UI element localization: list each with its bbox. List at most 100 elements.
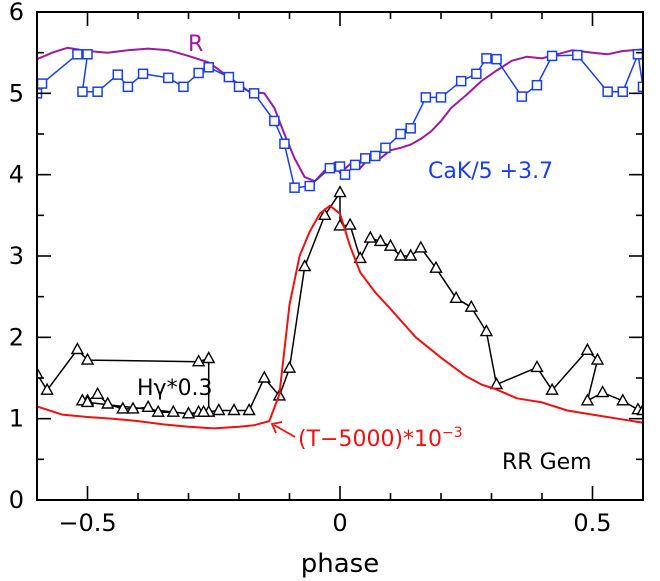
data-point-square <box>455 75 467 87</box>
annotation-r: R <box>188 32 203 57</box>
data-point-square <box>471 68 482 80</box>
data-point-triangle <box>70 342 85 355</box>
data-point-triangle <box>616 393 630 406</box>
data-point-triangle <box>333 185 347 198</box>
series-t <box>37 204 643 430</box>
data-point-square <box>339 169 351 180</box>
data-point-triangle <box>116 401 130 414</box>
data-point-square <box>405 123 416 134</box>
data-point-triangle <box>595 385 610 398</box>
data-point-triangle <box>196 404 211 417</box>
data-point-square <box>380 142 391 154</box>
data-point-triangle <box>37 366 44 379</box>
data-point-square <box>82 49 93 60</box>
data-point-triangle <box>393 248 408 261</box>
data-point-square <box>304 180 315 192</box>
data-point-triangle <box>636 403 643 416</box>
data-point-square <box>223 71 235 83</box>
annotation-temperature: (T−5000)*10−3 <box>298 425 463 452</box>
y-tick-label: 6 <box>9 0 24 26</box>
series-line-t <box>37 204 643 430</box>
x-tick-label: 0 <box>332 509 347 537</box>
data-point-square <box>112 69 124 80</box>
data-point-square <box>203 62 214 73</box>
tick-labels: −0.5 0 0.5 0 1 2 3 4 5 6 <box>9 0 612 537</box>
data-point-square <box>137 68 149 80</box>
series-cak <box>37 49 643 193</box>
data-point-square <box>77 86 88 97</box>
data-point-triangle <box>580 393 595 406</box>
data-point-square <box>92 86 103 97</box>
y-tick-label: 5 <box>9 79 24 107</box>
series-hgamma <box>37 185 643 419</box>
y-tick-label: 0 <box>9 486 24 514</box>
data-point-square <box>546 50 558 62</box>
data-point-triangle <box>545 382 559 395</box>
data-point-triangle <box>181 406 196 419</box>
data-point-square <box>248 88 260 99</box>
y-tick-label: 4 <box>9 161 24 189</box>
data-point-triangle <box>202 351 216 364</box>
data-point-square <box>491 53 502 65</box>
data-point-square <box>324 162 336 174</box>
x-tick-label: 0.5 <box>573 509 611 537</box>
data-point-triangle <box>90 386 105 399</box>
data-point-triangle <box>242 403 256 416</box>
data-point-triangle <box>191 354 206 367</box>
data-point-square <box>279 138 290 150</box>
temperature-arrow <box>270 421 296 438</box>
data-point-triangle <box>80 394 95 408</box>
data-point-triangle <box>101 396 115 409</box>
data-point-square <box>632 49 643 60</box>
data-point-triangle <box>353 250 367 264</box>
data-point-square <box>395 128 406 140</box>
data-point-square <box>289 182 300 193</box>
data-point-triangle <box>40 382 54 395</box>
annotation-cak: CaK/5 +3.7 <box>428 159 553 184</box>
y-tick-label: 3 <box>9 242 24 270</box>
annotation-temperature-exponent: −3 <box>442 425 463 441</box>
data-point-triangle <box>151 404 165 417</box>
data-point-triangle <box>212 403 226 416</box>
data-point-triangle <box>343 217 357 230</box>
data-point-triangle <box>257 370 271 383</box>
data-point-triangle <box>298 259 312 272</box>
data-point-triangle <box>80 352 95 365</box>
data-point-square <box>420 92 432 103</box>
data-point-triangle <box>318 207 332 221</box>
data-point-triangle <box>479 324 494 337</box>
y-tick-label: 2 <box>9 323 24 351</box>
data-point-triangle <box>404 248 418 261</box>
y-tick-label: 1 <box>9 405 24 433</box>
data-point-triangle <box>282 360 297 373</box>
data-point-square <box>163 72 174 84</box>
data-point-triangle <box>590 352 605 365</box>
data-point-square <box>72 49 83 60</box>
data-point-square <box>602 86 613 97</box>
annotation-hgamma: Hγ*0.3 <box>137 376 213 401</box>
data-point-triangle <box>429 260 443 273</box>
data-point-triangle <box>227 403 241 416</box>
data-point-square <box>349 159 361 171</box>
data-point-square <box>572 49 583 61</box>
data-point-square <box>370 150 381 162</box>
data-point-square <box>233 81 245 93</box>
data-point-triangle <box>464 299 478 312</box>
data-point-square <box>360 153 371 164</box>
axis-ticks <box>36 11 644 501</box>
data-point-square <box>637 81 643 93</box>
data-point-square <box>531 79 543 91</box>
data-point-square <box>178 81 189 93</box>
data-point-square <box>37 78 48 89</box>
data-point-triangle <box>449 290 463 303</box>
data-point-square <box>122 81 134 93</box>
data-point-triangle <box>414 240 428 253</box>
data-point-triangle <box>126 401 140 414</box>
x-tick-label: −0.5 <box>58 509 116 537</box>
data-point-triangle <box>383 238 398 251</box>
data-point-triangle <box>166 404 180 417</box>
data-point-square <box>193 67 204 79</box>
data-point-triangle <box>141 399 155 412</box>
data-point-triangle <box>373 233 388 247</box>
